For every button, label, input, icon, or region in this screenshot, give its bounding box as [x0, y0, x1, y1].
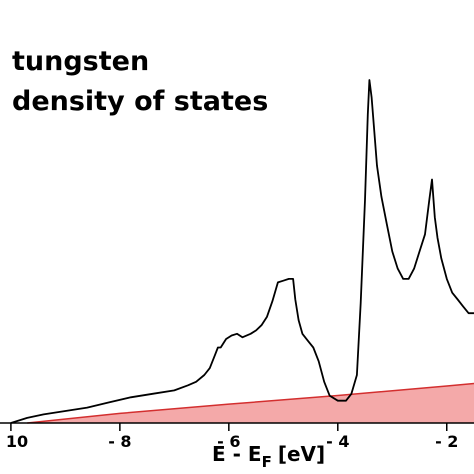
x-axis-label-unit: [eV] — [278, 442, 325, 466]
chart-title-line-2: density of states — [12, 86, 268, 117]
x-tick-label: - 8 — [108, 432, 131, 451]
x-tick-label: - 4 — [326, 432, 349, 451]
x-tick-label: - 10 — [0, 432, 28, 451]
x-tick-label: - 2 — [435, 432, 458, 451]
x-axis-label-subscript: F — [262, 453, 272, 471]
x-ticks: - 10 - 8 - 6 - 4 - 2 — [0, 423, 458, 451]
dos-curve — [10, 79, 474, 424]
x-axis-label-main: E - E — [212, 442, 262, 466]
background-area-edge — [27, 382, 474, 424]
x-tick-label: - 6 — [217, 432, 240, 451]
plot-area — [10, 79, 474, 424]
x-axis-label: E - EF [eV] — [212, 442, 325, 471]
chart-title-line-1: tungsten — [12, 46, 149, 77]
